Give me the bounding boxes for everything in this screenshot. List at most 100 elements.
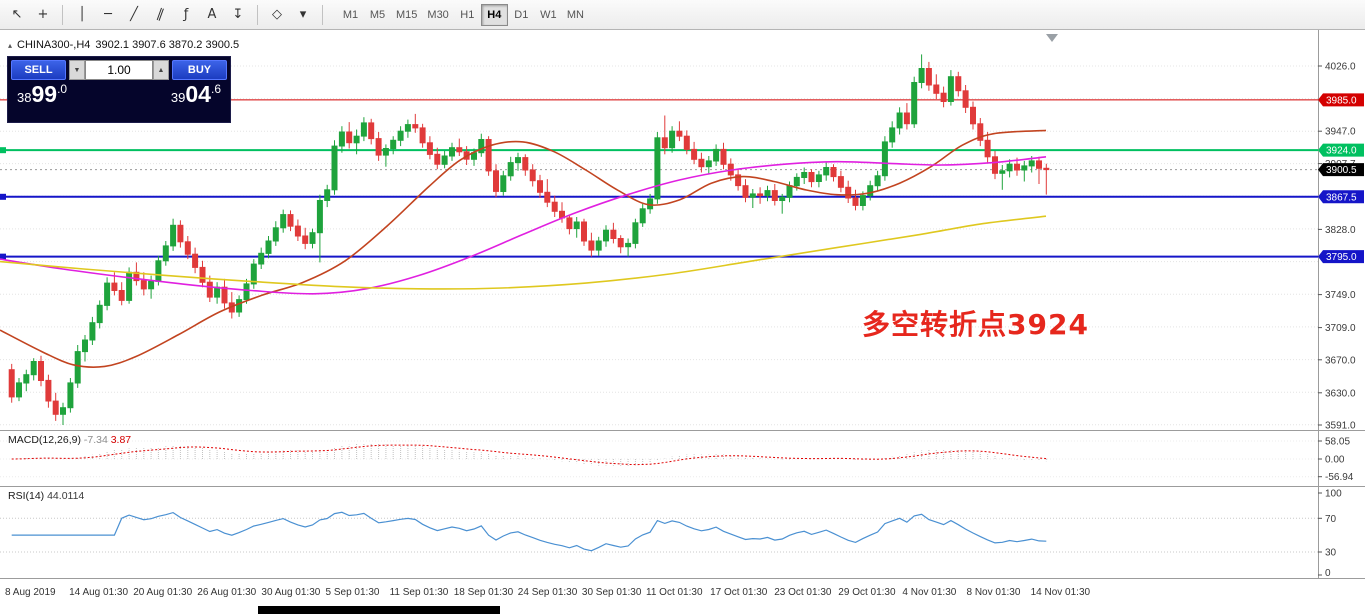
time-axis[interactable]: 8 Aug 2019 14 Aug 01:30 20 Aug 01:30 26 Aug… [5,587,1091,598]
collapse-triangle-icon[interactable]: ▴ [8,40,13,50]
timeframe-mn-button[interactable]: MN [562,4,589,26]
volume-increase-button[interactable]: ▲ [153,60,169,80]
candle-body [346,131,353,144]
candle-body [632,222,639,244]
candle-body [764,190,771,197]
crosshair-icon: + [37,7,49,22]
candle-body [815,174,822,182]
candle-body [294,225,301,237]
timeframe-d1-button[interactable]: D1 [508,4,535,26]
candle-body [933,84,940,94]
price-tag-bg [1318,143,1364,157]
horizontal-line-tool-button[interactable]: ─ [95,3,121,27]
shapes-tool-button[interactable]: ◇ [264,3,290,27]
candle [691,141,698,165]
price-tag-text: 3795.0 [1326,252,1357,263]
buy-price: 39 04.6 [171,83,221,106]
timeframe-m30-button[interactable]: M30 [422,4,453,26]
fibonacci-retracement-tool-button[interactable]: ƒ [173,3,199,27]
candle [346,122,353,149]
candle [331,140,338,195]
timeframe-w1-button[interactable]: W1 [535,4,562,26]
candle-body [412,124,419,129]
candle-body [676,130,683,137]
price-tick-label: 3670.0 [1325,355,1356,366]
candle [500,170,507,196]
candle-body [683,135,690,150]
candle-body [610,229,617,239]
price-scale[interactable]: 4026.03947.03907.73828.03749.03709.03670… [1318,62,1356,432]
rsi-line [11,511,1047,552]
candle-body [867,185,874,197]
vertical-line-tool-button[interactable]: │ [69,3,95,27]
candle-body [265,240,272,254]
rsi-label: RSI(14) 44.0114 [8,490,84,502]
price-tick-label: 4026.0 [1325,62,1356,73]
buy-button[interactable]: BUY [172,60,227,80]
candle-body [691,148,698,160]
chart-shift-marker-icon[interactable] [1046,34,1058,42]
text-label-tool-button[interactable]: A [199,3,225,27]
hline-handle[interactable] [0,193,6,200]
candle-body [537,180,543,193]
trend-line-tool-button[interactable]: ╱ [121,3,147,27]
candle-body [60,407,66,415]
candle [984,132,991,163]
candle-body [713,148,720,162]
volume-decrease-button[interactable]: ▼ [69,60,85,80]
timeframe-m5-button[interactable]: M5 [364,4,391,26]
candle-body [155,260,162,282]
candle [999,165,1006,190]
candle [45,374,52,408]
arrow-objects-tool-button[interactable]: ↧ [225,3,251,27]
volume-input[interactable] [85,60,153,80]
arrow-objects-icon: ↧ [232,7,244,22]
candle-body [859,195,866,207]
objects-dropdown-tool-button[interactable]: ▾ [290,3,316,27]
hline-price-tag: 3924.0 [1318,143,1364,157]
candle-body [1036,160,1042,169]
candle [397,126,404,147]
cursor-tool-button[interactable]: ↖ [4,3,30,27]
symbol-timeframe-label: CHINA300-,H4 [17,39,91,51]
candle-body [206,281,213,298]
candle-body [1028,160,1035,167]
candle-body [16,382,22,398]
equidistant-channel-tool-button[interactable]: ∥ [147,3,173,27]
hline-handle[interactable] [0,253,6,260]
candle [867,180,874,201]
candle-body [757,193,764,197]
candle [911,76,918,128]
sell-button[interactable]: SELL [11,60,66,80]
candle-body [808,172,815,183]
buy-price-prefix: 39 [170,90,186,105]
timeframe-h4-button[interactable]: H4 [480,3,508,26]
candle [918,54,925,89]
price-tag-text: 3867.5 [1326,192,1357,203]
time-label: 4 Nov 01:30 [902,587,956,598]
candle [617,235,624,254]
candle [302,227,309,250]
candle [294,219,301,241]
hline-handle[interactable] [0,147,6,154]
candle [801,167,808,184]
candle-body [661,137,668,149]
candle [426,136,433,160]
candle-body [441,155,448,165]
candle-body [823,167,830,176]
time-label: 11 Oct 01:30 [646,587,703,598]
candle [661,115,668,155]
crosshair-tool-button[interactable]: + [30,3,56,27]
timeframe-h1-button[interactable]: H1 [454,4,481,26]
candle [118,282,125,306]
candle [771,184,778,206]
candle-body [478,139,485,154]
candle-body [911,82,918,125]
candle [478,133,485,157]
timeframe-m1-button[interactable]: M1 [337,4,364,26]
candle [889,121,896,148]
timeframe-m15-button[interactable]: M15 [391,4,422,26]
candle-body [1006,163,1013,172]
candle-body [786,185,793,198]
